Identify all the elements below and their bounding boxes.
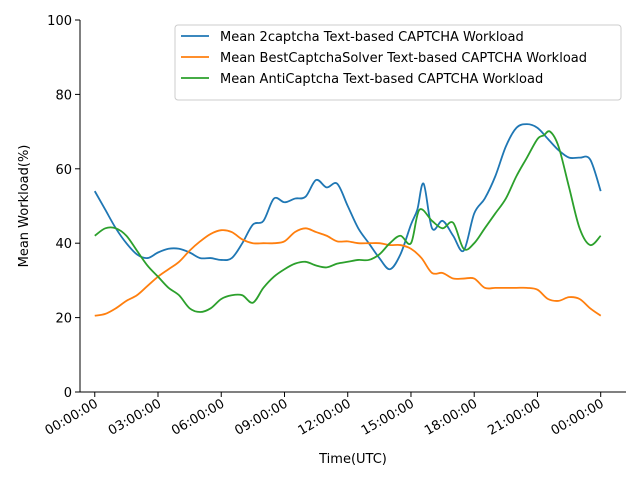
series-line-1 xyxy=(93,123,602,271)
y-tick-label: 0 xyxy=(64,386,72,401)
x-tick-label: 09:00:00 xyxy=(232,396,290,438)
y-tick-label: 40 xyxy=(55,237,72,252)
x-tick-label: 03:00:00 xyxy=(106,396,164,438)
y-tick-label: 60 xyxy=(55,163,72,178)
x-tick-label: 15:00:00 xyxy=(359,396,417,438)
x-axis-label: Time(UTC) xyxy=(318,452,387,467)
y-tick-label: 20 xyxy=(55,312,72,327)
legend-entry: Mean AntiCaptcha Text-based CAPTCHA Work… xyxy=(220,72,543,87)
y-axis-label: Mean Workload(%) xyxy=(17,145,32,268)
y-tick-label: 100 xyxy=(47,14,72,29)
x-tick-label: 00:00:00 xyxy=(43,396,101,438)
legend-box xyxy=(174,24,622,101)
legend: Mean 2captcha Text-based CAPTCHA Workloa… xyxy=(174,24,622,101)
legend-entry: Mean 2captcha Text-based CAPTCHA Workloa… xyxy=(220,30,524,45)
y-ticks: 0 20 40 60 80 100 xyxy=(47,14,80,401)
x-tick-label: 00:00:00 xyxy=(549,396,607,438)
x-tick-label: 18:00:00 xyxy=(422,396,480,438)
x-tick-label: 06:00:00 xyxy=(169,396,227,438)
legend-entry: Mean BestCaptchaSolver Text-based CAPTCH… xyxy=(220,51,587,66)
x-tick-label: 12:00:00 xyxy=(296,396,354,438)
series-line-3 xyxy=(94,130,602,313)
x-ticks: 00:00:00 03:00:00 06:00:00 09:00:00 12:00:00… xyxy=(43,392,607,439)
y-tick-label: 80 xyxy=(55,88,72,103)
series-layer xyxy=(93,123,602,317)
x-tick-label: 21:00:00 xyxy=(485,396,543,438)
series-line-2 xyxy=(94,227,602,317)
